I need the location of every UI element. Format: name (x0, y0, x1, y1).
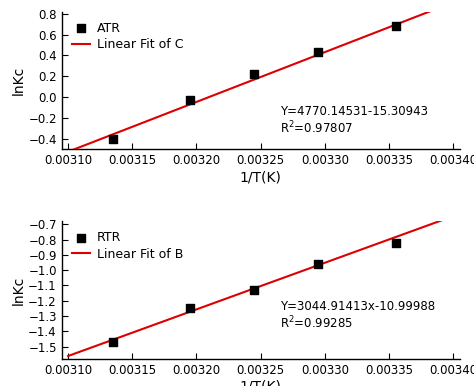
RTR (315, 261, 322, 267)
Legend: RTR, Linear Fit of B: RTR, Linear Fit of B (68, 227, 187, 265)
ATR (392, 23, 400, 29)
ATR (186, 97, 194, 103)
RTR (109, 339, 117, 345)
ATR (250, 71, 258, 77)
Text: R$^2$=0.99285: R$^2$=0.99285 (280, 314, 353, 331)
Legend: ATR, Linear Fit of C: ATR, Linear Fit of C (68, 18, 187, 55)
RTR (392, 239, 400, 245)
Y-axis label: lnKc: lnKc (11, 66, 26, 95)
X-axis label: 1/T(K): 1/T(K) (240, 170, 282, 184)
RTR (186, 305, 194, 312)
ATR (109, 136, 117, 142)
Text: Y=3044.91413x-10.99988: Y=3044.91413x-10.99988 (280, 300, 435, 313)
Y-axis label: lnKc: lnKc (11, 276, 25, 305)
ATR (315, 49, 322, 56)
RTR (250, 287, 258, 293)
Text: R$^2$=0.97807: R$^2$=0.97807 (280, 119, 353, 136)
X-axis label: 1/T(K): 1/T(K) (240, 379, 282, 386)
Text: Y=4770.14531-15.30943: Y=4770.14531-15.30943 (280, 105, 428, 118)
